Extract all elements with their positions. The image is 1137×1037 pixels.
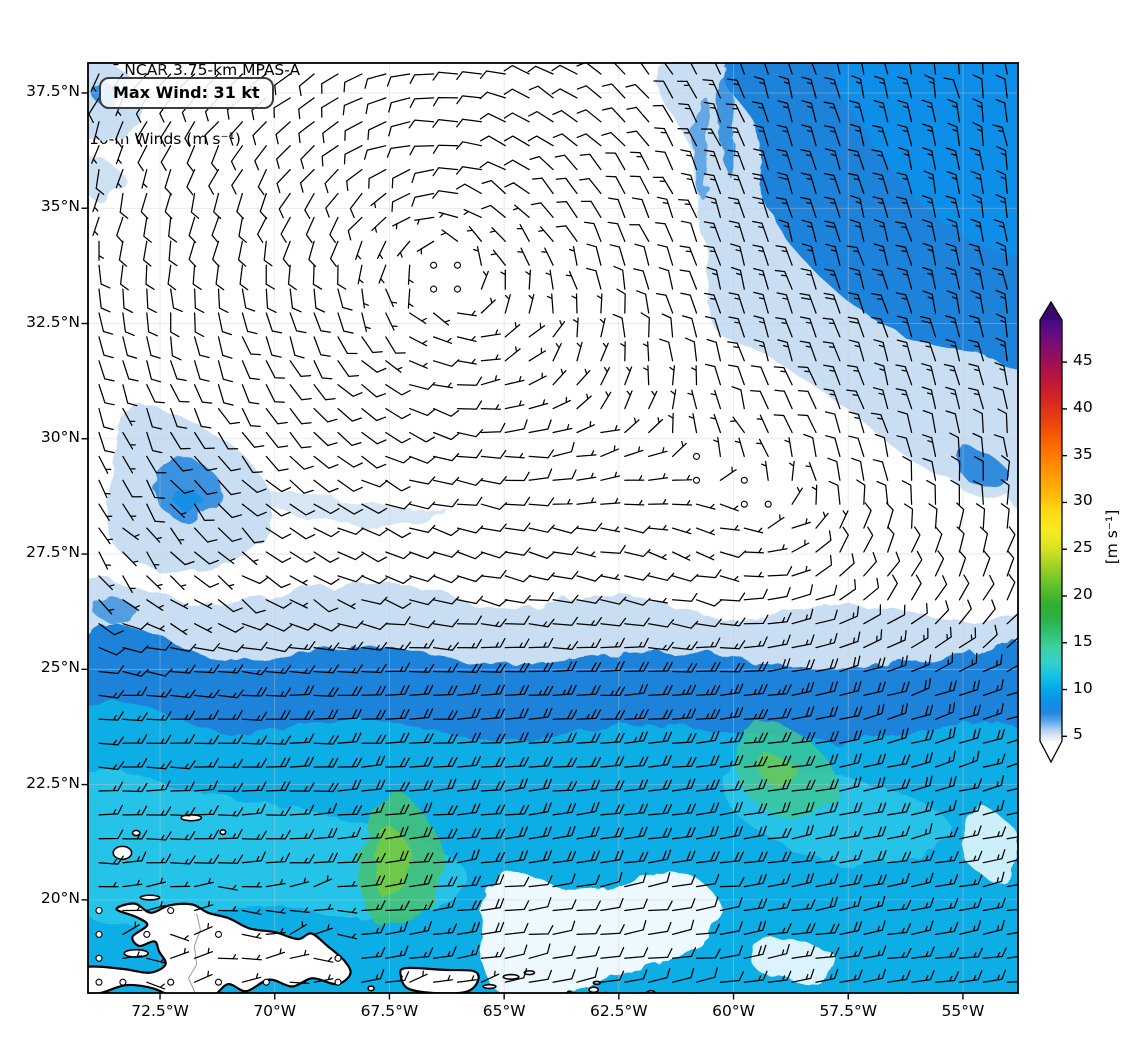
island <box>139 894 161 901</box>
colorbar-gradient <box>1040 320 1062 741</box>
colorbar-tick-label: 20 <box>1073 584 1093 603</box>
max-wind-annotation: Max Wind: 31 kt <box>99 77 274 109</box>
calm-circle <box>692 452 701 460</box>
colorbar-unit-label: [m s⁻¹] <box>1103 509 1121 565</box>
coastline <box>88 902 352 993</box>
y-tick-label: 20°N <box>40 888 80 907</box>
calm-circle <box>167 906 175 915</box>
colorbar-tick-label: 15 <box>1073 631 1093 650</box>
calm-circle <box>430 285 438 293</box>
calm-circle <box>334 954 342 962</box>
coastline <box>399 966 480 993</box>
wind-barbs <box>88 63 1018 990</box>
calm-circle <box>214 978 223 986</box>
wind-speed-shading <box>88 63 1018 993</box>
island <box>180 813 203 822</box>
barb-strokes <box>88 63 1018 990</box>
calm-circle <box>95 954 103 962</box>
shading-blob <box>961 807 1018 883</box>
wind-map-canvas <box>81 62 1019 1000</box>
x-tick-label: 65°W <box>482 1002 526 1020</box>
shading-blob <box>153 456 222 522</box>
plot-title: NSF NCAR 3.75-km MPAS-A 10-m Winds (m s⁻… <box>89 13 300 197</box>
colorbar-outline <box>1039 300 1063 764</box>
island <box>592 980 602 986</box>
country-border <box>187 913 201 993</box>
colorbar-tick-label: 25 <box>1073 538 1093 557</box>
calm-circle <box>453 285 462 293</box>
landmasses <box>88 813 656 993</box>
field-title: 10-m Winds (m s⁻¹) <box>89 130 241 148</box>
shading-blob <box>831 63 1018 253</box>
shading-blob <box>257 489 450 527</box>
colorbar-under-arrow <box>1040 741 1062 762</box>
calm-circle <box>95 906 103 915</box>
y-tick-label: 22.5°N <box>26 773 80 792</box>
map-layers <box>88 63 1018 993</box>
y-tick-label: 30°N <box>40 427 80 446</box>
x-tick-label: 70°W <box>253 1002 297 1020</box>
calm-circle <box>453 261 462 269</box>
island <box>131 829 141 837</box>
x-tick-label: 72.5°W <box>131 1002 189 1020</box>
calm-circle <box>740 476 748 484</box>
map-plot-area <box>81 62 1019 1000</box>
colorbar-tick-label: 10 <box>1073 678 1093 697</box>
y-tick-label: 35°N <box>40 197 80 216</box>
island <box>502 973 520 980</box>
colorbar-tick-label: 45 <box>1073 351 1093 370</box>
calm-circle <box>143 930 151 938</box>
shading-blob <box>753 936 837 984</box>
colorbar-tick-label: 5 <box>1073 725 1083 744</box>
colorbar-over-arrow <box>1040 302 1062 320</box>
shading-blob <box>173 489 206 513</box>
calm-circle <box>740 500 748 508</box>
x-tick-label: 62.5°W <box>590 1002 648 1020</box>
x-tick-label: 55°W <box>941 1002 985 1020</box>
y-tick-label: 32.5°N <box>26 312 80 331</box>
axes-frame <box>81 62 1019 1000</box>
calm-circle <box>334 978 342 986</box>
island <box>523 970 536 976</box>
shading-blob <box>88 157 124 204</box>
calm-circle <box>692 476 701 484</box>
shading-blob <box>479 871 721 993</box>
island <box>367 985 375 992</box>
y-tick-label: 27.5°N <box>26 543 80 562</box>
calm-circle <box>95 930 103 938</box>
island <box>588 986 599 993</box>
island <box>123 948 149 958</box>
island <box>482 983 497 990</box>
calm-circle <box>167 978 175 986</box>
calm-circle <box>430 261 438 269</box>
calm-circle <box>214 930 223 938</box>
x-tick-label: 67.5°W <box>360 1002 419 1020</box>
calm-circle <box>95 978 103 986</box>
y-tick-label: 25°N <box>40 658 80 677</box>
calm-circle <box>119 978 127 986</box>
calm-circle <box>764 500 772 508</box>
x-tick-label: 57.5°W <box>819 1002 878 1020</box>
calm-circle <box>262 978 270 986</box>
plot-frame <box>87 62 1019 994</box>
x-tick-label: 60°W <box>712 1002 755 1020</box>
island <box>219 828 227 836</box>
y-tick-label: 37.5°N <box>26 81 80 100</box>
colorbar-tick-label: 40 <box>1073 397 1093 416</box>
colorbar <box>1039 300 1067 764</box>
island <box>112 845 133 861</box>
colorbar-tick-label: 30 <box>1073 491 1093 510</box>
colorbar-tick-label: 35 <box>1073 444 1093 463</box>
